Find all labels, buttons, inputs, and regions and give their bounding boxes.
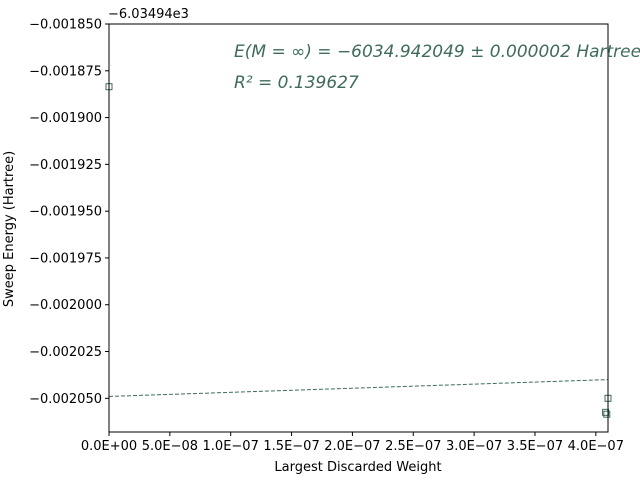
y-tick-label: −0.001975 bbox=[29, 251, 102, 266]
x-tick-label: 1.0E−07 bbox=[203, 439, 259, 454]
r-squared-annotation: R² = 0.139627 bbox=[234, 73, 359, 93]
y-axis-label: Sweep Energy (Hartree) bbox=[2, 151, 17, 307]
y-tick-label: −0.002050 bbox=[29, 392, 102, 407]
x-tick-label: 2.0E−07 bbox=[324, 439, 380, 454]
x-tick-label: 3.5E−07 bbox=[507, 439, 563, 454]
axes bbox=[108, 23, 609, 433]
y-offset-label: −6.03494e3 bbox=[108, 7, 189, 22]
y-tick-label: −0.001900 bbox=[29, 111, 102, 126]
x-tick-label: 5.0E−08 bbox=[142, 439, 198, 454]
fit-line bbox=[108, 379, 609, 397]
x-tick-label: 0.0E+00 bbox=[81, 439, 137, 454]
y-tick-label: −0.001850 bbox=[29, 18, 102, 33]
y-tick-label: −0.001925 bbox=[29, 158, 102, 173]
data-point bbox=[602, 408, 610, 416]
y-tick-label: −0.001875 bbox=[29, 64, 102, 79]
axes-frame bbox=[108, 23, 609, 433]
x-axis-ticks: 0.0E+00 5.0E−08 1.0E−07 1.5E−07 2.0E−07 2.5E−… bbox=[81, 432, 624, 454]
fit-energy-annotation: E(M = ∞) = −6034.942049 ± 0.000002 Hartr… bbox=[234, 42, 640, 62]
y-axis-ticks: −0.001850 −0.001875 −0.001900 −0.001925 −0.0… bbox=[29, 18, 109, 407]
y-tick-label: −0.002025 bbox=[29, 345, 102, 360]
plot-background bbox=[109, 24, 608, 432]
data-point bbox=[603, 410, 611, 418]
y-tick-label: −0.002000 bbox=[29, 298, 102, 313]
fit-line-layer bbox=[108, 379, 609, 397]
plot-area bbox=[109, 24, 608, 432]
x-tick-label: 3.0E−07 bbox=[446, 439, 502, 454]
x-axis-label: Largest Discarded Weight bbox=[274, 460, 441, 475]
x-tick-label: 4.0E−07 bbox=[568, 439, 624, 454]
x-tick-label: 2.5E−07 bbox=[385, 439, 441, 454]
y-tick-label: −0.001950 bbox=[29, 205, 102, 220]
x-tick-label: 1.5E−07 bbox=[263, 439, 319, 454]
